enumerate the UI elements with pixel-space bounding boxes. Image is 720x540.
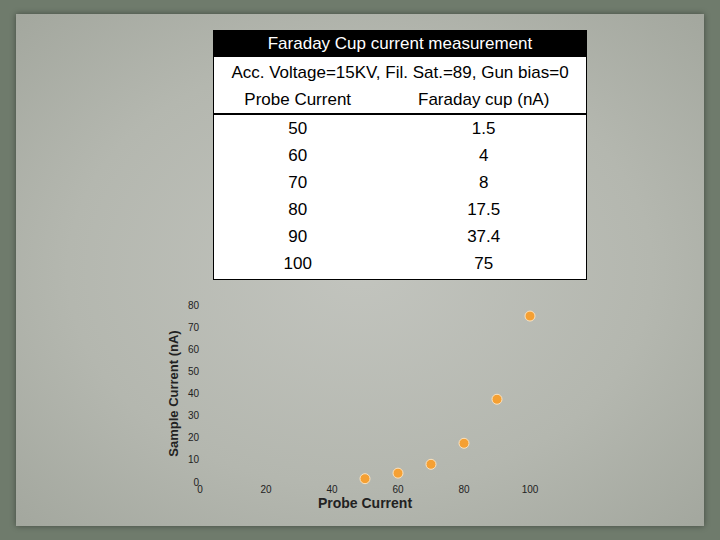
html-text:Faraday cup (nA): Faraday cup (nA): [418, 90, 550, 109]
html-text:75: 75: [474, 254, 494, 273]
html-text:70: 70: [288, 173, 308, 192]
svg-text:50: 50: [188, 366, 200, 377]
svg-text:60: 60: [188, 344, 200, 355]
html-text:8: 8: [479, 173, 489, 192]
html-text:1.5: 1.5: [471, 119, 496, 138]
svg-text:100: 100: [522, 484, 539, 495]
svg-text:40: 40: [188, 388, 200, 399]
svg-text:80: 80: [458, 484, 470, 495]
html-text:Faraday Cup current measuremen: Faraday Cup current measurement: [267, 34, 533, 53]
svg-text:60: 60: [392, 484, 404, 495]
svg-text:30: 30: [188, 410, 200, 421]
svg-text:20: 20: [260, 484, 272, 495]
html-text:4: 4: [479, 146, 489, 165]
html-text:Acc. Voltage=15KV, Fil. Sat.=8: Acc. Voltage=15KV, Fil. Sat.=89, Gun bia…: [231, 63, 569, 82]
html-text:60: 60: [288, 146, 308, 165]
svg-text:Sample Current (nA): Sample Current (nA): [166, 330, 181, 456]
html-text:37.4: 37.4: [467, 227, 501, 246]
html-text:100: 100: [283, 254, 312, 273]
svg-text:20: 20: [188, 432, 200, 443]
html-text:17.5: 17.5: [467, 200, 501, 219]
svg-text:0: 0: [193, 477, 199, 488]
html-text:80: 80: [288, 200, 308, 219]
svg-text:10: 10: [188, 454, 200, 465]
html-text:Probe Current: Probe Current: [244, 90, 352, 109]
svg-text:40: 40: [326, 484, 338, 495]
svg-text:Probe Current: Probe Current: [318, 495, 412, 511]
svg-text:70: 70: [188, 322, 200, 333]
svg-text:80: 80: [188, 300, 200, 311]
svg-text:0: 0: [197, 484, 203, 495]
html-text:50: 50: [288, 119, 308, 138]
html-text:90: 90: [288, 227, 308, 246]
